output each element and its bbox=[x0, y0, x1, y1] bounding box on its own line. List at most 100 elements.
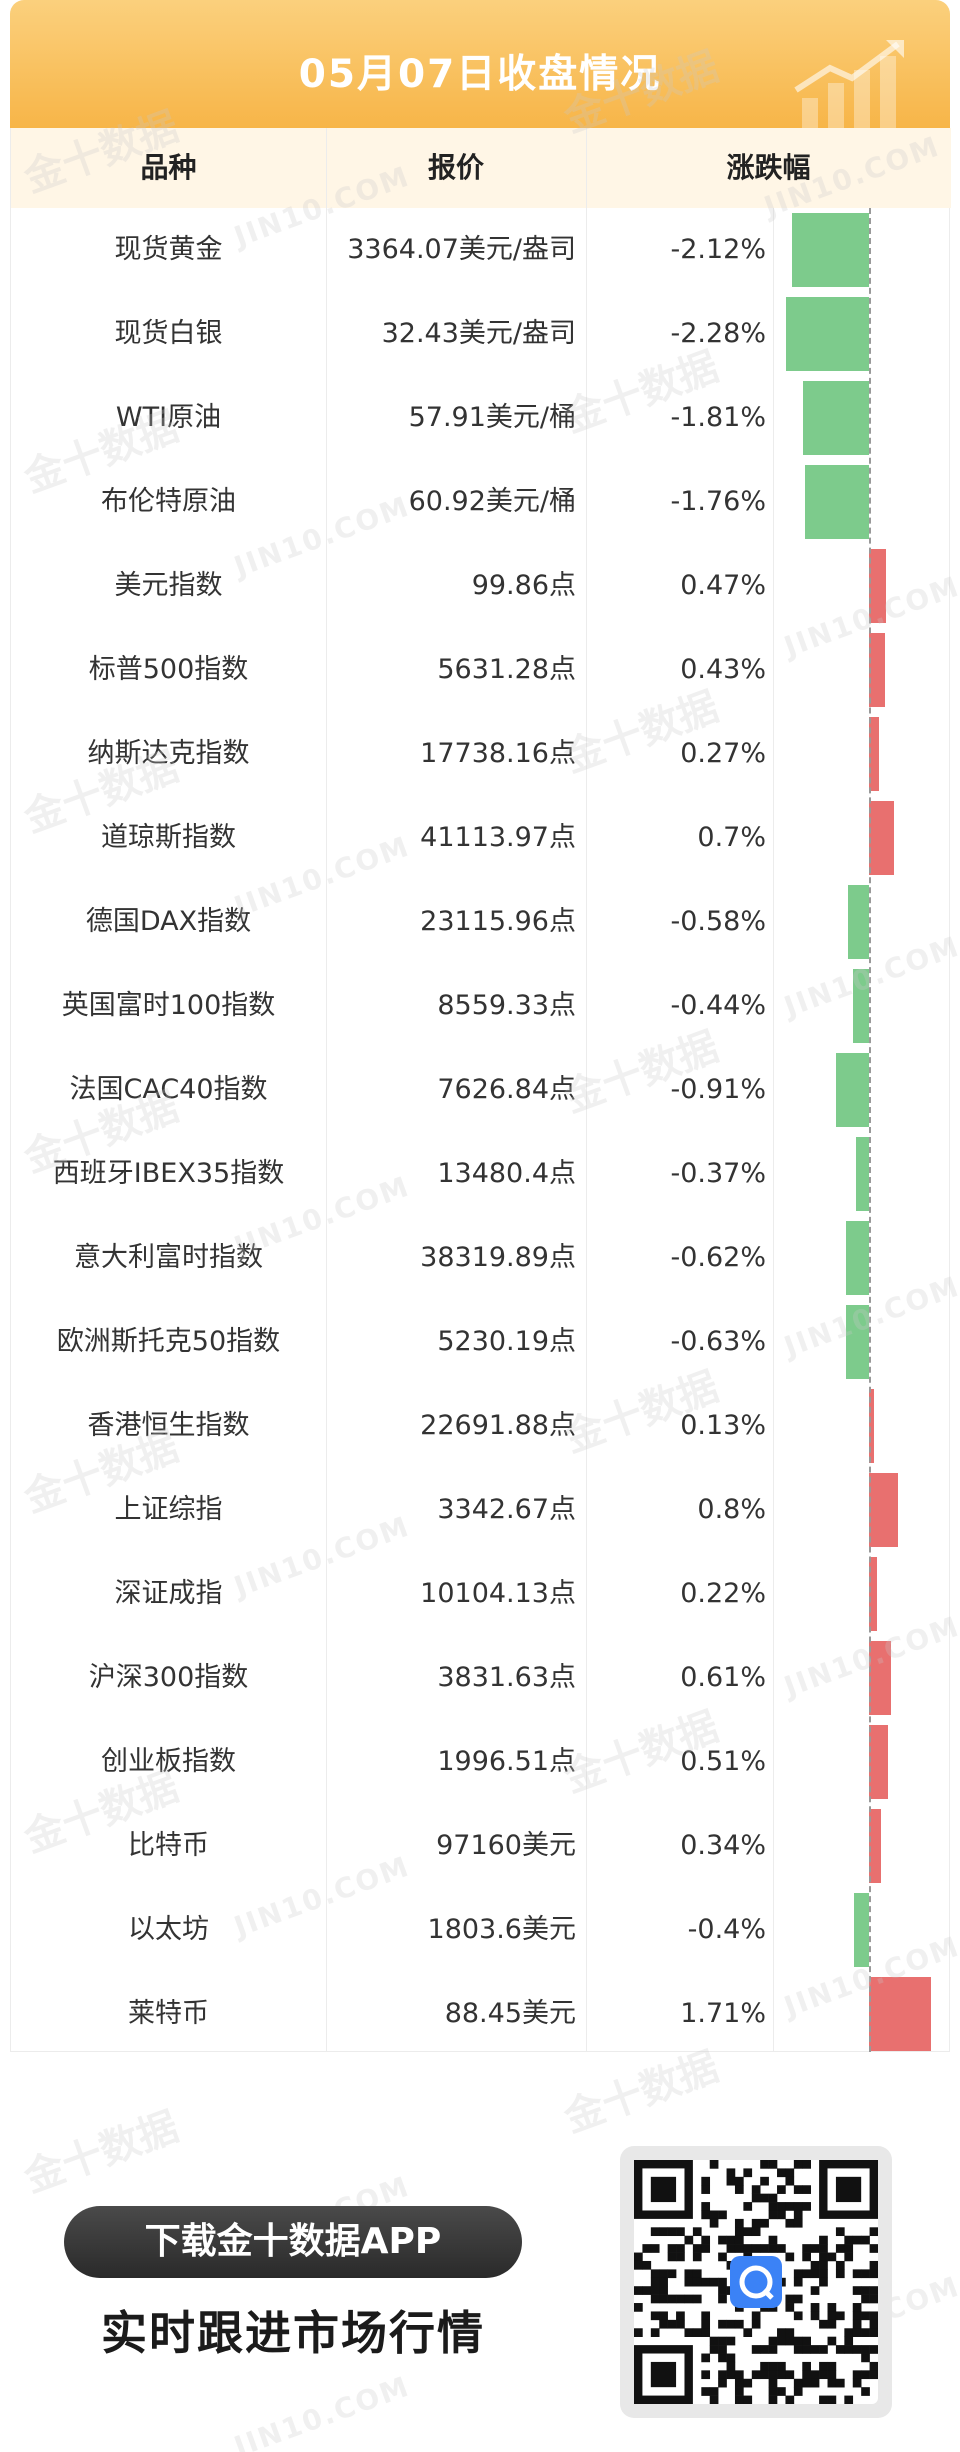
instrument-change: -2.28% bbox=[670, 318, 766, 349]
change-bar bbox=[835, 1053, 869, 1127]
zero-axis bbox=[869, 208, 871, 2052]
change-bar bbox=[869, 549, 887, 623]
instrument-change: -0.62% bbox=[670, 1242, 766, 1273]
instrument-name: 美元指数 bbox=[114, 570, 223, 601]
instrument-price: 13480.4点 bbox=[437, 1158, 576, 1189]
table-row: 上证综指 3342.67点 0.8% bbox=[11, 1468, 951, 1552]
instrument-name: 沪深300指数 bbox=[88, 1662, 249, 1693]
change-bar bbox=[869, 1473, 899, 1547]
table-row: 西班牙IBEX35指数 13480.4点 -0.37% bbox=[11, 1132, 951, 1216]
change-bar bbox=[869, 1557, 877, 1631]
market-table: 品种 报价 涨跌幅 现货黄金 3364.07美元/盎司 -2.12% 现货白银 32.4… bbox=[10, 128, 951, 2052]
instrument-change: 0.13% bbox=[680, 1410, 766, 1441]
table-row: 比特币 97160美元 0.34% bbox=[11, 1804, 951, 1888]
table-row: 德国DAX指数 23115.96点 -0.58% bbox=[11, 880, 951, 964]
table-row: 沪深300指数 3831.63点 0.61% bbox=[11, 1636, 951, 1720]
qr-code-frame bbox=[620, 2146, 892, 2418]
change-bar bbox=[869, 717, 879, 791]
instrument-name: 现货黄金 bbox=[114, 234, 223, 265]
promo-subtitle: 实时跟进市场行情 bbox=[101, 2306, 485, 2360]
instrument-name: 莱特币 bbox=[128, 1998, 209, 2029]
table-row: 纳斯达克指数 17738.16点 0.27% bbox=[11, 712, 951, 796]
instrument-price: 3831.63点 bbox=[437, 1662, 576, 1693]
instrument-change: 0.43% bbox=[680, 654, 766, 685]
instrument-name: WTI原油 bbox=[115, 402, 222, 433]
instrument-name: 上证综指 bbox=[114, 1494, 223, 1525]
watermark: JIN10.COM bbox=[229, 2369, 415, 2452]
instrument-price: 7626.84点 bbox=[437, 1074, 576, 1105]
change-bar bbox=[869, 1641, 892, 1715]
change-bar bbox=[786, 297, 869, 371]
instrument-change: 1.71% bbox=[680, 1998, 766, 2029]
header-price: 报价 bbox=[427, 151, 484, 184]
change-bar bbox=[847, 885, 869, 959]
instrument-price: 5230.19点 bbox=[437, 1326, 576, 1357]
download-app-button[interactable]: 下载金十数据APP bbox=[64, 2206, 522, 2278]
instrument-price: 1996.51点 bbox=[437, 1746, 576, 1777]
instrument-change: 0.22% bbox=[680, 1578, 766, 1609]
table-row: 美元指数 99.86点 0.47% bbox=[11, 544, 951, 628]
table-row: 现货黄金 3364.07美元/盎司 -2.12% bbox=[11, 208, 951, 292]
table-row: 深证成指 10104.13点 0.22% bbox=[11, 1552, 951, 1636]
change-bar bbox=[846, 1221, 869, 1295]
instrument-change: 0.51% bbox=[680, 1746, 766, 1777]
table-row: 以太坊 1803.6美元 -0.4% bbox=[11, 1888, 951, 1972]
table-body: 现货黄金 3364.07美元/盎司 -2.12% 现货白银 32.43美元/盎司 -2.2… bbox=[11, 208, 951, 2052]
instrument-name: 标普500指数 bbox=[88, 654, 249, 685]
column-divider bbox=[773, 208, 774, 2052]
instrument-change: 0.47% bbox=[680, 570, 766, 601]
change-bar bbox=[869, 1389, 874, 1463]
column-divider bbox=[326, 128, 327, 2052]
instrument-name: 德国DAX指数 bbox=[85, 906, 252, 937]
page-title: 05月07日收盘情况 bbox=[298, 52, 662, 97]
instrument-name: 道琼斯指数 bbox=[101, 822, 236, 853]
instrument-price: 10104.13点 bbox=[420, 1578, 576, 1609]
table-row: 布伦特原油 60.92美元/桶 -1.76% bbox=[11, 460, 951, 544]
change-bar bbox=[854, 1893, 869, 1967]
title-bar: 05月07日收盘情况 bbox=[10, 0, 950, 128]
instrument-change: -0.44% bbox=[670, 990, 766, 1021]
instrument-name: 香港恒生指数 bbox=[87, 1410, 250, 1441]
table-row: 标普500指数 5631.28点 0.43% bbox=[11, 628, 951, 712]
instrument-price: 5631.28点 bbox=[437, 654, 576, 685]
instrument-price: 99.86点 bbox=[471, 570, 576, 601]
table-row: 现货白银 32.43美元/盎司 -2.28% bbox=[11, 292, 951, 376]
instrument-price: 97160美元 bbox=[436, 1830, 576, 1861]
table-row: 法国CAC40指数 7626.84点 -0.91% bbox=[11, 1048, 951, 1132]
instrument-name: 比特币 bbox=[128, 1830, 209, 1861]
table-row: 英国富时100指数 8559.33点 -0.44% bbox=[11, 964, 951, 1048]
instrument-price: 3342.67点 bbox=[437, 1494, 576, 1525]
instrument-change: -1.76% bbox=[670, 486, 766, 517]
qr-code-icon bbox=[634, 2160, 879, 2405]
instrument-name: 现货白银 bbox=[114, 318, 223, 349]
instrument-name: 布伦特原油 bbox=[101, 486, 236, 517]
instrument-change: 0.61% bbox=[680, 1662, 766, 1693]
instrument-change: -1.81% bbox=[670, 402, 766, 433]
instrument-price: 8559.33点 bbox=[437, 990, 576, 1021]
instrument-change: 0.27% bbox=[680, 738, 766, 769]
instrument-price: 3364.07美元/盎司 bbox=[347, 234, 576, 265]
instrument-change: -0.58% bbox=[670, 906, 766, 937]
instrument-name: 英国富时100指数 bbox=[61, 990, 276, 1021]
watermark: 金十数据 bbox=[18, 2103, 185, 2202]
instrument-change: -0.4% bbox=[687, 1914, 766, 1945]
table-row: 意大利富时指数 38319.89点 -0.62% bbox=[11, 1216, 951, 1300]
change-bar bbox=[869, 633, 885, 707]
instrument-price: 57.91美元/桶 bbox=[408, 402, 576, 433]
change-bar bbox=[853, 969, 869, 1043]
instrument-change: -0.37% bbox=[670, 1158, 766, 1189]
instrument-price: 88.45美元 bbox=[444, 1998, 576, 2029]
column-divider bbox=[586, 128, 587, 2052]
instrument-name: 以太坊 bbox=[128, 1914, 209, 1945]
header-name: 品种 bbox=[140, 151, 197, 184]
change-bar bbox=[869, 1809, 882, 1883]
instrument-price: 1803.6美元 bbox=[427, 1914, 576, 1945]
instrument-change: 0.7% bbox=[697, 822, 766, 853]
instrument-name: 意大利富时指数 bbox=[74, 1242, 263, 1273]
table-row: 道琼斯指数 41113.97点 0.7% bbox=[11, 796, 951, 880]
instrument-price: 60.92美元/桶 bbox=[408, 486, 576, 517]
instrument-price: 41113.97点 bbox=[420, 822, 576, 853]
instrument-price: 38319.89点 bbox=[420, 1242, 576, 1273]
table-header: 品种 报价 涨跌幅 bbox=[11, 128, 951, 208]
table-row: WTI原油 57.91美元/桶 -1.81% bbox=[11, 376, 951, 460]
